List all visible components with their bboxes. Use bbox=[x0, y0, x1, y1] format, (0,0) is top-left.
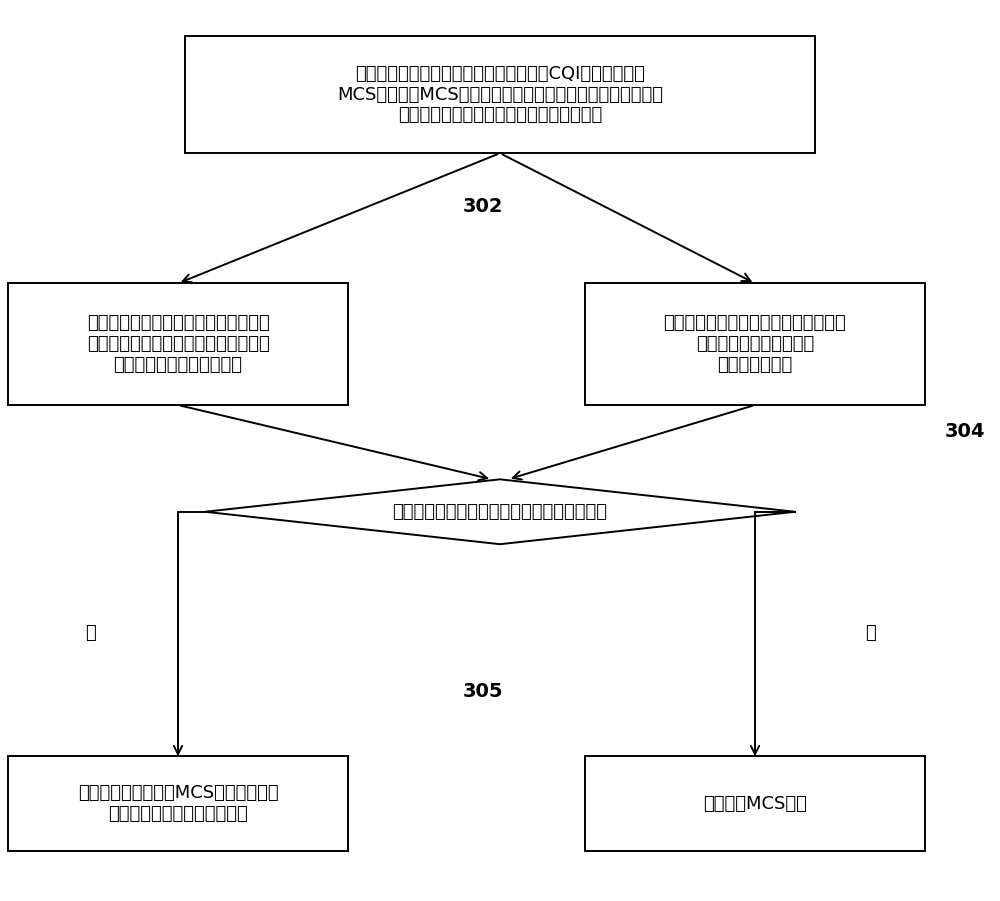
Text: 是: 是 bbox=[85, 623, 95, 642]
Text: 减低目标MCS等级: 减低目标MCS等级 bbox=[703, 795, 807, 813]
FancyBboxPatch shape bbox=[8, 283, 348, 405]
Text: 确定每个用户采用的MCS和按照需求量
最小层的调度结构预分配资源: 确定每个用户采用的MCS和按照需求量 最小层的调度结构预分配资源 bbox=[78, 784, 278, 824]
FancyBboxPatch shape bbox=[185, 36, 815, 153]
Text: 否: 否 bbox=[865, 623, 875, 642]
Text: 304: 304 bbox=[945, 423, 986, 441]
Polygon shape bbox=[205, 479, 795, 544]
Text: 从和速率最高的资源开始，由资源对应的CQI映射得到目标
MCS，由目标MCS获得分配资源可传输数据量；由缓冲区的数
据量和最大比特速率获得最大可调度数据量: 从和速率最高的资源开始，由资源对应的CQI映射得到目标 MCS，由目标MCS获得… bbox=[337, 65, 663, 124]
Text: 可传输数据量小于最大可调度数据量，
则根据可传输数据量确定
本次传输数据量: 可传输数据量小于最大可调度数据量， 则根据可传输数据量确定 本次传输数据量 bbox=[664, 314, 846, 374]
FancyBboxPatch shape bbox=[8, 757, 348, 851]
Text: 判断本次传输数据量已达到最大可调度数据量: 判断本次传输数据量已达到最大可调度数据量 bbox=[392, 503, 608, 521]
Text: 可传输数据量大于等于最大可调度数据
量，则根据最大可调度数据量和可传输
数据量确定本次传输数据量: 可传输数据量大于等于最大可调度数据 量，则根据最大可调度数据量和可传输 数据量确… bbox=[87, 314, 269, 374]
Text: 305: 305 bbox=[463, 681, 503, 701]
FancyBboxPatch shape bbox=[585, 283, 925, 405]
FancyBboxPatch shape bbox=[585, 757, 925, 851]
Text: 302: 302 bbox=[463, 196, 503, 216]
